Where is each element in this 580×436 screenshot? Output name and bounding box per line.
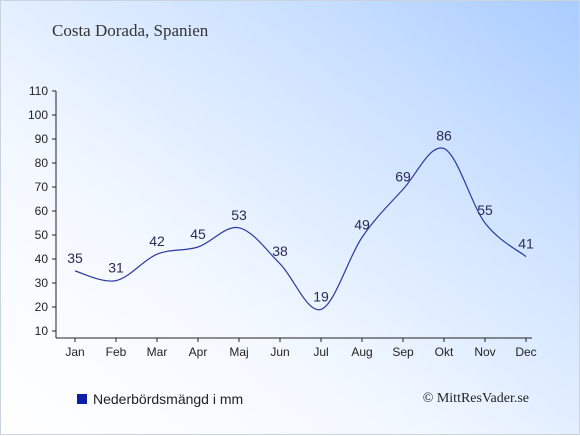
data-label: 41 — [518, 236, 534, 252]
data-label: 49 — [354, 216, 370, 232]
legend-swatch — [77, 394, 87, 404]
x-tick-label: Jan — [65, 345, 84, 359]
data-label: 31 — [108, 260, 124, 276]
x-tick-label: Nov — [474, 345, 495, 359]
y-tick-label: 100 — [28, 108, 48, 122]
x-tick-label: Sep — [392, 345, 414, 359]
chart-title: Costa Dorada, Spanien — [52, 21, 209, 40]
y-tick-label: 90 — [35, 132, 49, 146]
y-tick-label: 40 — [35, 252, 49, 266]
data-label: 86 — [436, 128, 452, 144]
y-tick-label: 110 — [29, 84, 48, 98]
x-tick-label: Okt — [435, 345, 454, 359]
data-label: 45 — [190, 226, 206, 242]
x-tick-label: Apr — [189, 345, 208, 359]
x-tick-label: Mar — [147, 345, 168, 359]
data-label: 42 — [149, 233, 165, 249]
y-tick-label: 70 — [35, 180, 49, 194]
x-tick-label: Maj — [229, 345, 248, 359]
x-tick-label: Aug — [351, 345, 372, 359]
y-tick-label: 60 — [35, 204, 49, 218]
y-tick-label: 20 — [35, 300, 49, 314]
credit-text: © MittResVader.se — [422, 391, 529, 406]
y-tick-label: 50 — [35, 228, 49, 242]
data-label: 53 — [231, 207, 247, 223]
x-tick-label: Jul — [313, 345, 328, 359]
data-label: 38 — [272, 243, 288, 259]
series-line — [74, 147, 527, 311]
x-tick-label: Jun — [270, 345, 289, 359]
x-tick-label: Feb — [106, 345, 127, 359]
data-label: 69 — [395, 168, 411, 184]
legend-label: Nederbördsmängd i mm — [93, 391, 244, 407]
data-label: 19 — [313, 288, 329, 304]
y-tick-label: 80 — [35, 156, 49, 170]
legend: Nederbördsmängd i mm — [77, 391, 243, 407]
y-tick-label: 10 — [35, 324, 49, 338]
y-tick-label: 30 — [35, 276, 49, 290]
data-label: 35 — [67, 250, 83, 266]
x-tick-label: Dec — [515, 345, 536, 359]
data-label: 55 — [477, 202, 493, 218]
